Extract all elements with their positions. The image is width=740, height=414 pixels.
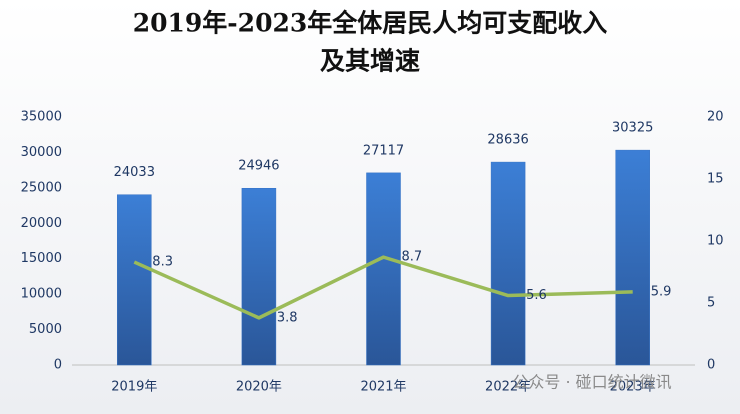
- y-tick-label: 20000: [21, 216, 62, 231]
- bar: [615, 149, 650, 366]
- bar: [490, 161, 526, 366]
- chart-title: 及其增速: [320, 47, 420, 76]
- y-tick-label: 0: [54, 358, 62, 373]
- bar: [241, 187, 277, 366]
- y2-tick-label: 5: [707, 296, 715, 311]
- y-tick-label: 35000: [21, 110, 62, 125]
- y-tick-label: 5000: [29, 322, 62, 337]
- x-tick-label: 2023年: [610, 380, 656, 395]
- x-tick-label: 2020年: [236, 380, 282, 395]
- data-label: 3.8: [277, 310, 298, 325]
- data-label: 8.7: [402, 250, 423, 265]
- chart-title: 2019年-2023年全体居民人均可支配收入: [133, 9, 608, 38]
- data-label: 30325: [612, 121, 653, 136]
- y2-tick-label: 15: [707, 172, 724, 187]
- y2-tick-label: 20: [707, 110, 724, 125]
- y-tick-label: 15000: [21, 251, 62, 266]
- watermark: 公众号 · 碰口统计微讯: [512, 373, 671, 392]
- data-label: 8.3: [152, 255, 173, 270]
- data-label: 24033: [114, 165, 155, 180]
- data-label: 27117: [363, 143, 404, 158]
- data-label: 5.6: [526, 288, 547, 303]
- y2-tick-label: 10: [707, 234, 724, 249]
- bar: [366, 172, 401, 366]
- data-label: 24946: [238, 159, 279, 174]
- line: [133, 255, 633, 320]
- y-tick-label: 10000: [21, 287, 62, 302]
- x-tick-label: 2019年: [111, 380, 157, 395]
- data-label: 28636: [487, 133, 528, 148]
- x-tick-label: 2022年: [485, 380, 531, 395]
- y2-tick-label: 0: [707, 358, 715, 373]
- bar: [117, 194, 152, 366]
- data-label: 5.9: [651, 284, 672, 299]
- y-tick-label: 30000: [21, 145, 62, 160]
- x-tick-label: 2021年: [360, 380, 406, 395]
- y-tick-label: 25000: [21, 180, 62, 195]
